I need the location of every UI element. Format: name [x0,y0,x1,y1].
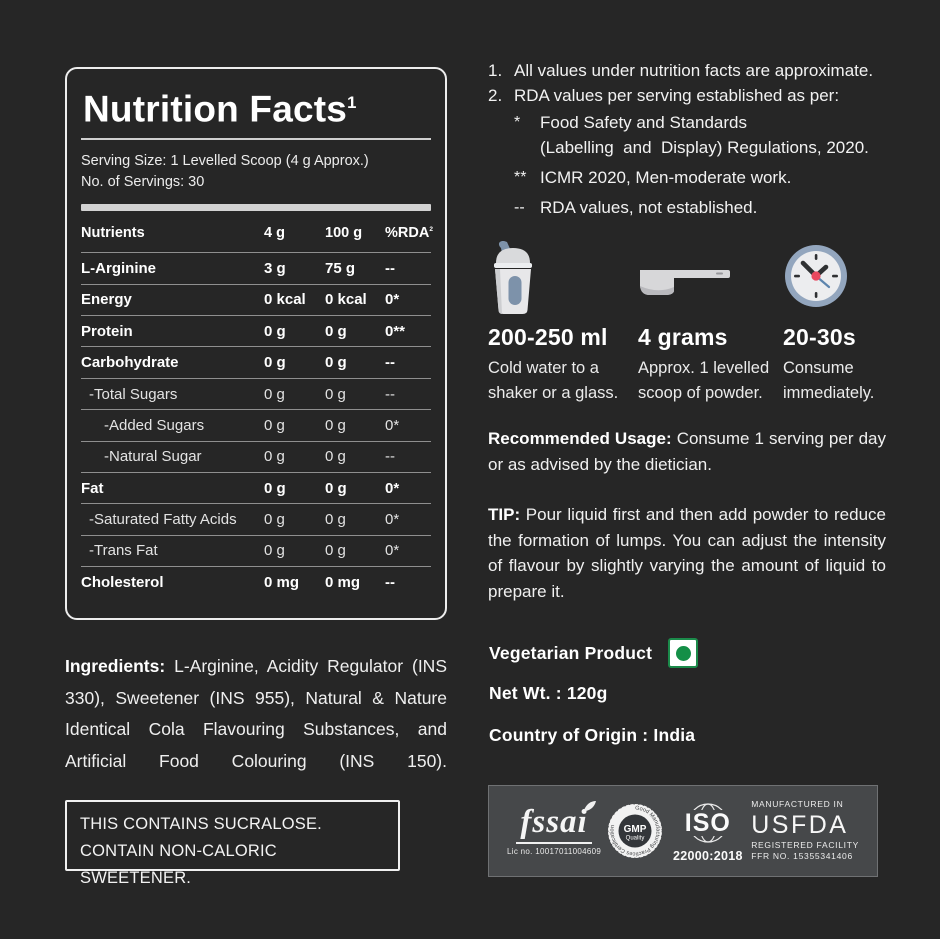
footnote-sub-asterisk: * Food Safety and Standards (Labelling an… [514,110,902,160]
ingredients-label: Ingredients: [65,656,166,676]
certification-bar: fssai Lic no. 10017011004609 Good Manufa… [488,785,878,877]
footnote-marker: -- [514,199,525,216]
net-weight: Net Wt. : 120g [489,683,608,703]
recommended-usage-text: Consume 1 serving per day or as advised … [488,429,886,474]
footnotes: 1. All values under nutrition facts are … [488,59,902,220]
section-divider-bar [81,204,431,212]
col-nutrients: Nutrients [81,225,145,242]
table-row: Cholesterol 0 mg 0 mg -- [81,566,431,597]
table-row: Energy 0 kcal 0 kcal 0* [81,283,431,315]
step-text: Consume immediately. [783,359,875,402]
col-per-100g: 100 g [325,225,363,242]
footnote-marker: 1. [488,61,503,80]
nutrition-facts-panel: Nutrition Facts1 Serving Size: 1 Levelle… [65,67,447,620]
footnote-text: All values under nutrition facts are app… [514,61,874,80]
warning-line: CONTAIN NON-CALORIC SWEETENER. [80,842,277,887]
step-heading: 4 grams [638,324,728,350]
panel-title-text: Nutrition Facts [83,88,348,130]
vegetarian-row: Vegetarian Product [489,638,699,668]
ingredients: Ingredients: L-Arginine, Acidity Regulat… [65,651,447,777]
panel-title: Nutrition Facts1 [83,82,431,130]
gmp-badge-icon: Good Manufacturing Practices Certificati… [607,803,664,859]
col-rda: %RDA2 [385,225,433,242]
col-rda-superscript: 2 [429,226,433,234]
footnote-text: Food Safety and Standards (Labelling and … [540,113,869,157]
footnote-marker: * [514,114,521,131]
footnote-marker: ** [514,169,527,186]
footnote-text: RDA values per serving established as pe… [514,85,840,105]
svg-text:Quality: Quality [626,836,645,842]
usfda-name: USFDA [751,810,849,839]
step-time: 20-30s Consume immediately. [783,237,913,405]
footnote-sub-list: * Food Safety and Standards (Labelling an… [514,110,902,220]
ingredients-text: L-Arginine, Acidity Regulator (INS 330),… [65,656,447,771]
shaker-icon [488,237,638,315]
usfda-block: MANUFACTURED IN USFDA REGISTERED FACILIT… [751,799,859,862]
serving-size: Serving Size: 1 Levelled Scoop (4 g Appr… [81,153,369,170]
table-header: Nutrients 4 g 100 g %RDA2 [81,211,433,252]
step-scoop: 4 grams Approx. 1 levelled scoop of powde… [638,237,783,405]
servings-count: No. of Servings: 30 [81,173,205,190]
svg-text:GMP: GMP [624,824,647,835]
fssai-license: Lic no. 10017011004609 [507,847,602,856]
footnote-sub-double-asterisk: ** ICMR 2020, Men-moderate work. [514,165,902,190]
panel-title-superscript: 1 [347,93,357,112]
usage-steps: 200-250 ml Cold water to a shaker or a gl… [488,237,918,405]
col-per-serving: 4 g [264,225,285,242]
tip: TIP: Pour liquid first and then add powd… [488,502,886,604]
title-divider [81,138,431,141]
footnote-text: ICMR 2020, Men-moderate work. [540,168,792,187]
footnote-1: 1. All values under nutrition facts are … [488,59,902,84]
step-text: Cold water to a shaker or a glass. [488,359,619,402]
iso-logo: ISO 22000:2018 [670,800,746,863]
tip-label: TIP: [488,505,521,524]
footnote-sub-dash: -- RDA values, not established. [514,195,902,220]
iso-name: ISO [682,808,733,837]
scoop-icon [638,237,783,315]
warning-line: THIS CONTAINS SUCRALOSE. [80,815,322,833]
serving-info: Serving Size: 1 Levelled Scoop (4 g Appr… [81,151,431,192]
iso-standard: 22000:2018 [672,848,743,863]
recommended-usage: Recommended Usage: Consume 1 serving per… [488,426,886,477]
country-of-origin: Country of Origin : India [489,725,696,745]
footnote-2: 2. RDA values per serving established as… [488,84,902,109]
step-heading: 200-250 ml [488,324,608,350]
leaf-icon [583,801,596,811]
vegetarian-mark-icon [668,638,699,668]
table-row: L-Arginine 3 g 75 g -- [81,252,431,283]
step-text: Approx. 1 levelled scoop of powder. [638,359,770,402]
clock-icon [783,237,913,315]
fssai-logo: fssai Lic no. 10017011004609 [507,801,602,856]
footnote-marker: 2. [488,85,503,105]
footnote-text: RDA values, not established. [540,198,758,217]
step-water: 200-250 ml Cold water to a shaker or a gl… [488,237,638,405]
recommended-usage-label: Recommended Usage: [488,429,672,448]
sucralose-warning-box: THIS CONTAINS SUCRALOSE. CONTAIN NON-CAL… [65,800,400,887]
vegetarian-label: Vegetarian Product [489,642,653,663]
col-rda-text: %RDA [385,225,430,242]
step-heading: 20-30s [783,324,856,350]
tip-text: Pour liquid first and then add powder to… [488,505,886,601]
